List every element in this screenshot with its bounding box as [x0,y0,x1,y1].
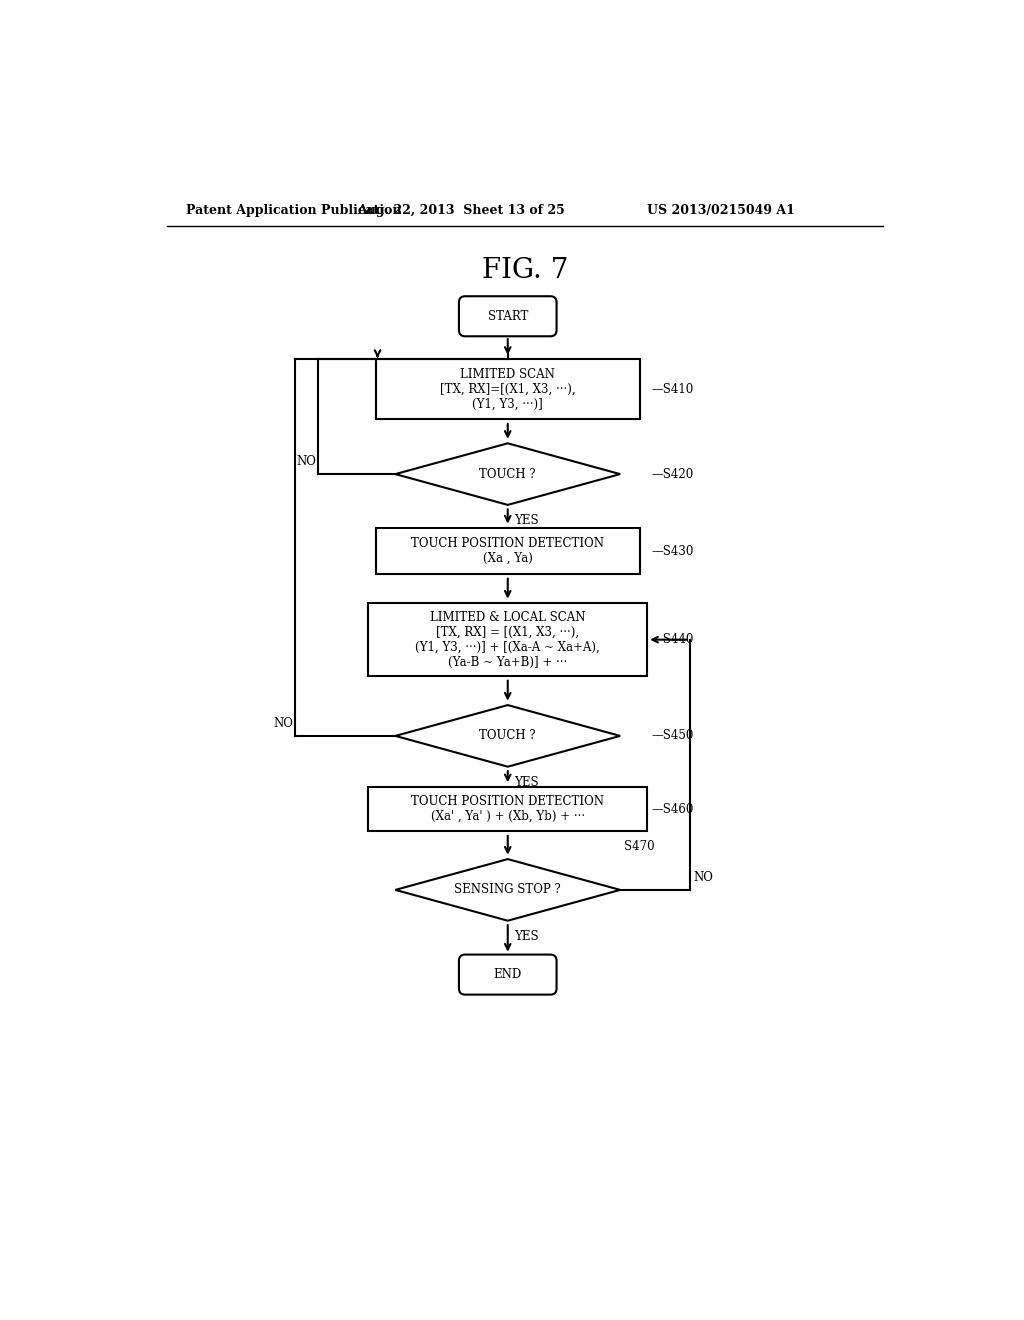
FancyBboxPatch shape [459,296,557,337]
Text: NO: NO [693,871,713,884]
Text: TOUCH POSITION DETECTION
(Xa , Ya): TOUCH POSITION DETECTION (Xa , Ya) [412,537,604,565]
Text: —S450: —S450 [651,730,693,742]
Text: TOUCH ?: TOUCH ? [479,467,536,480]
Polygon shape [395,705,621,767]
Text: TOUCH ?: TOUCH ? [479,730,536,742]
Text: Patent Application Publication: Patent Application Publication [186,205,401,218]
Text: —S440: —S440 [651,634,693,647]
Text: YES: YES [514,929,539,942]
Text: SENSING STOP ?: SENSING STOP ? [455,883,561,896]
Text: —S430: —S430 [651,545,693,557]
Bar [376,359,640,420]
Text: —S420: —S420 [651,467,693,480]
Text: START: START [487,310,528,323]
Bar [376,528,640,574]
Text: NO: NO [273,717,293,730]
Text: YES: YES [514,776,539,789]
Text: Aug. 22, 2013  Sheet 13 of 25: Aug. 22, 2013 Sheet 13 of 25 [357,205,565,218]
Text: —S460: —S460 [651,803,693,816]
Bar [369,787,647,832]
Bar [369,603,647,676]
Text: YES: YES [514,515,539,527]
Text: US 2013/0215049 A1: US 2013/0215049 A1 [647,205,795,218]
Polygon shape [395,859,621,921]
Text: TOUCH POSITION DETECTION
(Xa' , Ya' ) + (Xb, Yb) + ···: TOUCH POSITION DETECTION (Xa' , Ya' ) + … [412,795,604,824]
Polygon shape [395,444,621,506]
Text: END: END [494,968,522,981]
Text: LIMITED SCAN
[TX, RX]=[(X1, X3, ···),
(Y1, Y3, ···)]: LIMITED SCAN [TX, RX]=[(X1, X3, ···), (Y… [440,368,575,411]
FancyBboxPatch shape [459,954,557,995]
Text: LIMITED & LOCAL SCAN
[TX, RX] = [(X1, X3, ···),
(Y1, Y3, ···)] + [(Xa-A ~ Xa+A),: LIMITED & LOCAL SCAN [TX, RX] = [(X1, X3… [416,611,600,669]
Text: FIG. 7: FIG. 7 [481,256,568,284]
Text: NO: NO [297,455,316,469]
Text: S470: S470 [624,840,654,853]
Text: —S410: —S410 [651,383,693,396]
